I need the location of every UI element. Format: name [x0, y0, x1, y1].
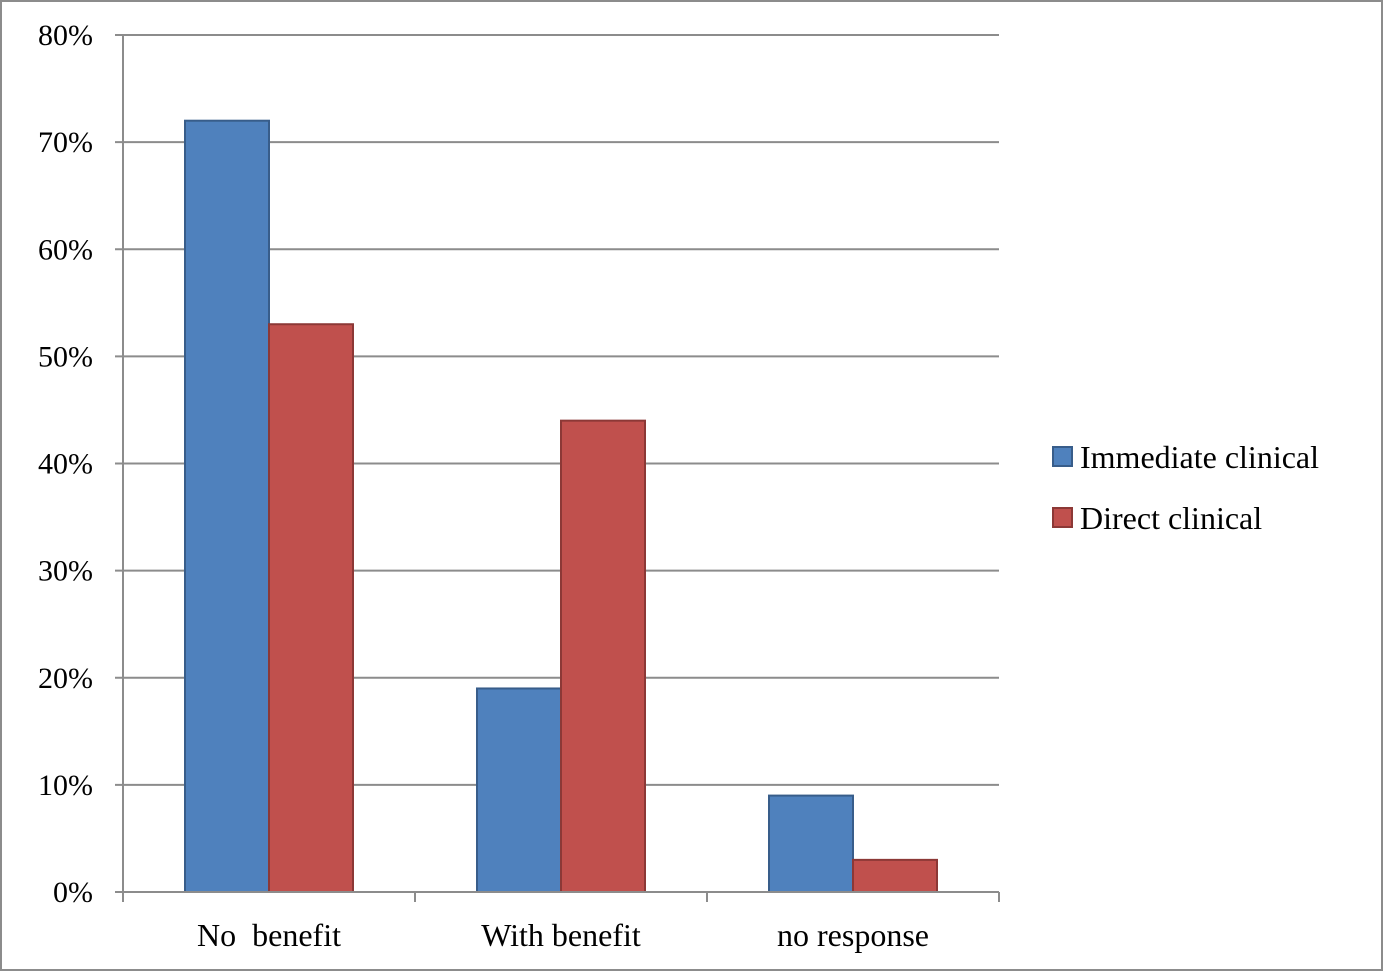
legend: Immediate clinical Direct clinical — [1052, 439, 1319, 536]
y-tick-label: 80% — [38, 19, 93, 52]
bar-immediate-clinical — [184, 119, 270, 893]
legend-swatch — [1052, 446, 1073, 467]
legend-label: Direct clinical — [1080, 500, 1262, 536]
y-tick-labels: 0% 10% 20% 30% 40% 50% 60% 70% 80% — [38, 19, 93, 909]
bars — [184, 119, 938, 894]
bar-direct-clinical — [268, 323, 354, 893]
y-tick-label: 60% — [38, 233, 93, 266]
legend-label: Immediate clinical — [1080, 439, 1319, 475]
y-tick-label: 20% — [38, 662, 93, 695]
x-tick-label: no response — [777, 917, 929, 953]
y-tick-label: 30% — [38, 555, 93, 588]
axes — [115, 34, 1000, 902]
y-tick-label: 50% — [38, 340, 93, 373]
x-tick-label: With benefit — [481, 917, 641, 953]
y-tick-label: 40% — [38, 448, 93, 481]
y-tick-label: 70% — [38, 126, 93, 159]
bar-immediate-clinical — [768, 794, 854, 894]
x-tick-label: No benefit — [197, 917, 341, 953]
x-tick-labels: No benefit With benefit no response — [197, 917, 929, 953]
legend-swatch — [1052, 507, 1073, 528]
bar-direct-clinical — [560, 419, 646, 893]
bar-direct-clinical — [852, 858, 938, 893]
y-tick-label: 10% — [38, 769, 93, 802]
bar-immediate-clinical — [476, 687, 562, 894]
y-tick-label: 0% — [53, 876, 93, 909]
